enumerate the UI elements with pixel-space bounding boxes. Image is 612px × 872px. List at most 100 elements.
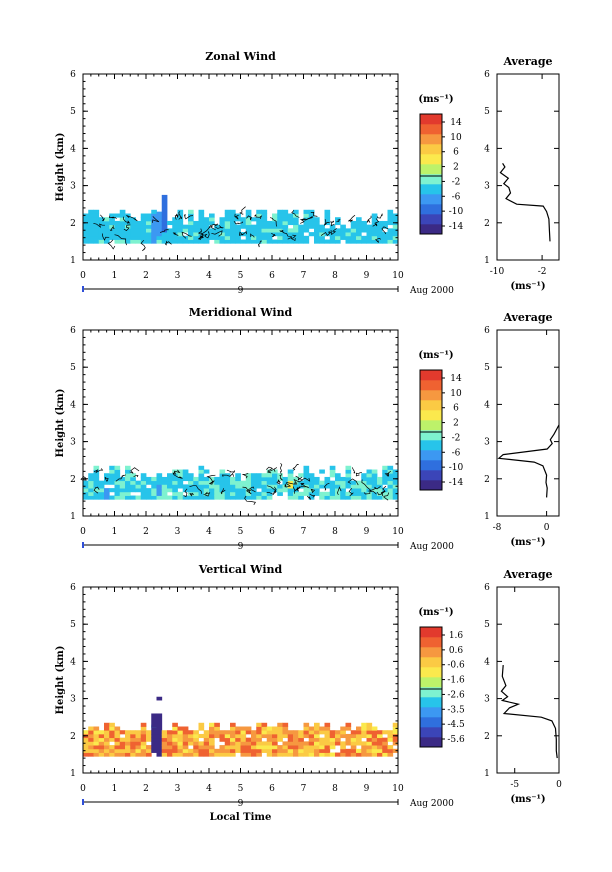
heatmap-cell xyxy=(356,741,362,746)
x-tick-label: 1 xyxy=(112,784,118,794)
heatmap-cell xyxy=(345,495,352,500)
heatmap-cell xyxy=(350,495,357,500)
heatmap-cell xyxy=(314,239,320,244)
heatmap-cell xyxy=(245,484,252,489)
heatmap-cell xyxy=(125,748,131,753)
heatmap-cell xyxy=(219,235,226,240)
heatmap-cell xyxy=(256,220,262,226)
contour-line xyxy=(310,488,316,494)
heatmap-cell xyxy=(319,480,325,485)
heatmap-cell xyxy=(156,737,163,742)
contour-line xyxy=(347,478,359,486)
heatmap-cell xyxy=(188,217,194,222)
heatmap-cell xyxy=(266,228,273,233)
heatmap-cell xyxy=(371,733,378,739)
average-y-tick-label: 2 xyxy=(484,475,490,485)
heatmap-cell xyxy=(251,491,257,496)
colorbar-segment xyxy=(420,647,442,658)
heatmap-cell xyxy=(324,726,331,731)
heatmap-cell xyxy=(350,220,357,226)
heatmap-cell xyxy=(140,745,147,750)
heatmap-cell xyxy=(177,741,184,746)
heatmap-cell xyxy=(387,209,394,214)
heatmap-cell xyxy=(293,737,299,742)
heatmap-cell xyxy=(361,224,367,229)
colorbar-tick-label: 2 xyxy=(453,163,459,173)
heatmap-cell xyxy=(209,722,215,727)
heatmap-cell xyxy=(308,733,315,739)
heatmap-cell xyxy=(277,491,283,496)
x-tick-label: 7 xyxy=(301,784,307,794)
heatmap-cell xyxy=(135,737,142,742)
heatmap-cell xyxy=(114,741,121,746)
heatmap-cell xyxy=(345,733,352,739)
average-x-tick-label: 0 xyxy=(544,523,550,533)
heatmap-cell xyxy=(272,752,278,757)
heatmap-cell xyxy=(161,224,168,229)
heatmap-cell xyxy=(224,480,231,485)
heatmap-cell xyxy=(161,476,168,482)
heatmap-cell xyxy=(340,476,346,482)
heatmap-cell xyxy=(188,748,194,753)
heatmap-cell xyxy=(235,473,241,478)
heatmap-cell xyxy=(104,224,110,229)
heatmap-cell xyxy=(335,476,341,482)
colorbar-tick-label: -1.6 xyxy=(447,676,465,686)
heatmap-cell xyxy=(282,217,289,222)
heatmap-cell xyxy=(177,748,184,753)
colorbar-segment xyxy=(420,717,442,728)
heatmap-cell xyxy=(224,239,231,244)
heatmap-cell xyxy=(371,752,378,757)
heatmap-cell xyxy=(256,232,262,237)
heatmap-cell xyxy=(256,480,262,485)
heatmap-cell xyxy=(303,224,310,229)
average-y-tick-label: 5 xyxy=(484,363,490,373)
heatmap-cell xyxy=(209,733,215,739)
heatmap-cell xyxy=(167,733,173,739)
heatmap-cell xyxy=(209,745,215,750)
heatmap-cell xyxy=(314,748,320,753)
heatmap-cell xyxy=(293,745,299,750)
heatmap-cell xyxy=(261,741,268,746)
heatmap-cell xyxy=(230,213,236,218)
heatmap-cell xyxy=(88,217,94,222)
heatmap-cell xyxy=(371,232,378,237)
heatmap-cell xyxy=(140,480,147,485)
heatmap-cell xyxy=(146,748,152,753)
heatmap-cell xyxy=(219,232,226,237)
heatmap-cell xyxy=(245,495,252,500)
heatmap-cell xyxy=(350,745,357,750)
heatmap-cell xyxy=(314,228,320,233)
heatmap-cell xyxy=(319,748,325,753)
heatmap-cell xyxy=(156,217,163,222)
heatmap-cell xyxy=(256,224,262,229)
heatmap-cell xyxy=(277,730,283,735)
heatmap-cell xyxy=(193,491,199,496)
heatmap-cell xyxy=(382,491,388,496)
heatmap-cell xyxy=(98,741,105,746)
heatmap-cell xyxy=(214,748,220,753)
heatmap-cell xyxy=(256,491,262,496)
heatmap-cell xyxy=(266,491,273,496)
heatmap-cell xyxy=(177,480,184,485)
heatmap-cell xyxy=(188,730,194,735)
heatmap-cell xyxy=(177,209,184,214)
heatmap-cell xyxy=(219,484,226,489)
colorbar-tick-label: -10 xyxy=(449,207,464,217)
heatmap-cell xyxy=(130,737,136,742)
heatmap-cell xyxy=(83,748,89,753)
contour-line xyxy=(178,211,183,220)
heatmap-cell xyxy=(219,737,226,742)
heatmap-cell xyxy=(335,488,341,493)
colorbar-tick-label: -6 xyxy=(452,192,461,202)
heatmap-cell xyxy=(130,488,136,493)
heatmap-cell xyxy=(345,726,352,731)
contour-line xyxy=(208,480,215,485)
y-axis-label: Height (km) xyxy=(55,389,66,458)
colorbar-segment xyxy=(420,390,442,401)
heatmap-cell xyxy=(93,209,100,214)
heatmap-cell xyxy=(188,495,194,500)
heatmap-cell xyxy=(371,748,378,753)
heatmap-cell xyxy=(167,484,173,489)
heatmap-cell xyxy=(167,741,173,746)
